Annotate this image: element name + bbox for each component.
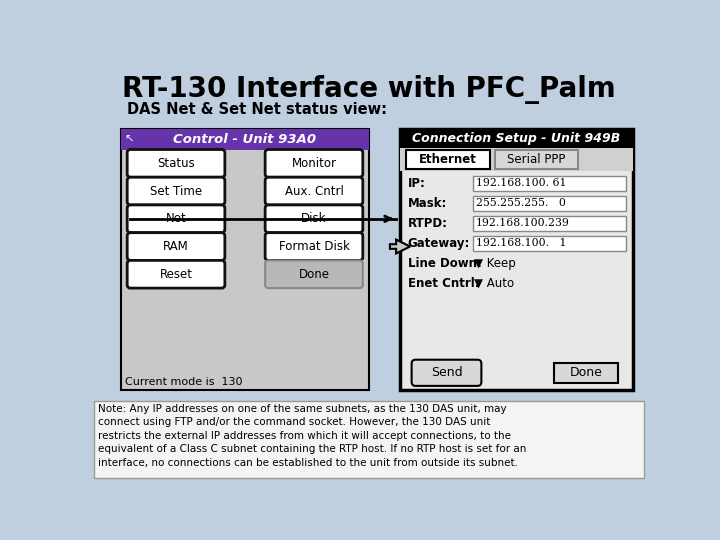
Text: Format Disk: Format Disk	[279, 240, 349, 253]
FancyBboxPatch shape	[94, 401, 644, 477]
FancyBboxPatch shape	[400, 130, 632, 148]
Text: Control - Unit 93A0: Control - Unit 93A0	[174, 133, 317, 146]
Text: Status: Status	[157, 157, 195, 170]
Text: Current mode is  130: Current mode is 130	[125, 377, 243, 387]
Text: RAM: RAM	[163, 240, 189, 253]
FancyBboxPatch shape	[473, 215, 626, 231]
Text: ▼ Keep: ▼ Keep	[474, 257, 516, 270]
Text: Enet Cntrl:: Enet Cntrl:	[408, 277, 480, 290]
FancyBboxPatch shape	[473, 176, 626, 191]
Text: ↖: ↖	[125, 134, 134, 145]
FancyBboxPatch shape	[495, 150, 578, 168]
FancyBboxPatch shape	[400, 148, 632, 171]
Polygon shape	[390, 240, 410, 253]
Text: Connection Setup - Unit 949B: Connection Setup - Unit 949B	[412, 132, 621, 145]
FancyBboxPatch shape	[406, 150, 490, 168]
FancyBboxPatch shape	[127, 233, 225, 260]
Text: Aux. Cntrl: Aux. Cntrl	[284, 185, 343, 198]
Text: IP:: IP:	[408, 177, 426, 190]
FancyBboxPatch shape	[127, 177, 225, 205]
Text: Disk: Disk	[301, 212, 327, 225]
Text: ▼ Auto: ▼ Auto	[474, 277, 514, 290]
FancyBboxPatch shape	[127, 205, 225, 233]
FancyBboxPatch shape	[265, 233, 363, 260]
Text: Ethernet: Ethernet	[419, 153, 477, 166]
FancyBboxPatch shape	[121, 130, 369, 390]
Text: Reset: Reset	[160, 268, 192, 281]
Text: Line Down:: Line Down:	[408, 257, 482, 270]
Text: Net: Net	[166, 212, 186, 225]
Text: Monitor: Monitor	[292, 157, 336, 170]
FancyBboxPatch shape	[554, 363, 618, 383]
FancyBboxPatch shape	[265, 150, 363, 177]
Text: DAS Net & Set Net status view:: DAS Net & Set Net status view:	[127, 102, 387, 117]
FancyBboxPatch shape	[127, 150, 225, 177]
Text: Send: Send	[431, 366, 462, 379]
FancyBboxPatch shape	[127, 260, 225, 288]
Text: Gateway:: Gateway:	[408, 237, 470, 250]
Text: Done: Done	[299, 268, 330, 281]
Text: Note: Any IP addresses on one of the same subnets, as the 130 DAS unit, may
conn: Note: Any IP addresses on one of the sam…	[98, 403, 526, 468]
Text: RT-130 Interface with PFC_Palm: RT-130 Interface with PFC_Palm	[122, 75, 616, 104]
Text: 192.168.100.239: 192.168.100.239	[476, 218, 570, 228]
FancyBboxPatch shape	[473, 236, 626, 251]
Text: Mask:: Mask:	[408, 197, 447, 210]
Text: RTPD:: RTPD:	[408, 217, 448, 230]
FancyBboxPatch shape	[265, 177, 363, 205]
Text: Done: Done	[570, 366, 603, 379]
Text: Set Time: Set Time	[150, 185, 202, 198]
FancyBboxPatch shape	[412, 360, 482, 386]
Text: Serial PPP: Serial PPP	[507, 153, 566, 166]
FancyBboxPatch shape	[400, 130, 632, 390]
FancyBboxPatch shape	[473, 195, 626, 211]
Text: 192.168.100.   1: 192.168.100. 1	[476, 239, 567, 248]
Text: 192.168.100. 61: 192.168.100. 61	[476, 178, 567, 188]
FancyBboxPatch shape	[265, 260, 363, 288]
Text: 255.255.255.   0: 255.255.255. 0	[476, 198, 566, 208]
FancyBboxPatch shape	[265, 205, 363, 233]
FancyBboxPatch shape	[121, 130, 369, 150]
